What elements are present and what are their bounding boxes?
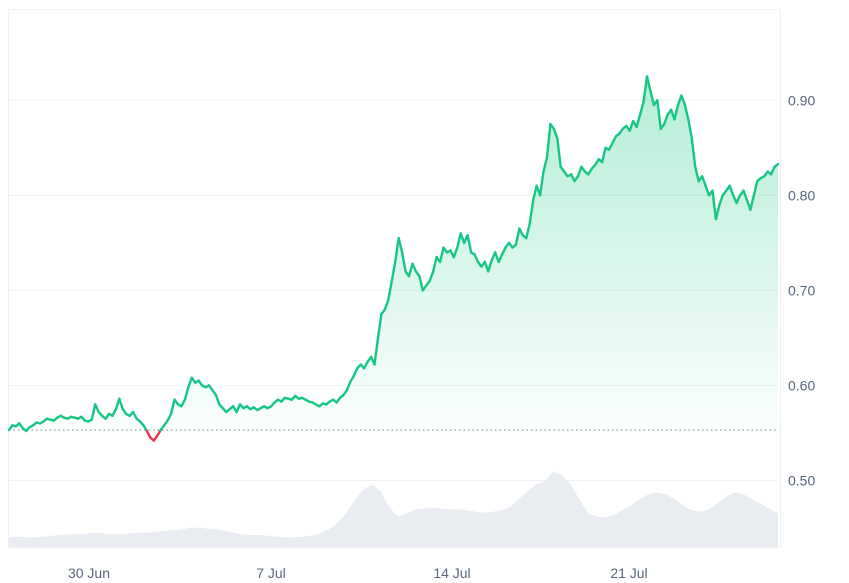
- price-line-segment: [728, 184, 735, 197]
- price-line-segment: [432, 255, 438, 273]
- price-line-segment: [607, 141, 614, 151]
- price-line-segment: [690, 137, 697, 169]
- price-line-segment: [645, 75, 652, 93]
- price-line-segment: [576, 165, 583, 178]
- price-line-segment: [525, 222, 531, 240]
- price-line-segment: [466, 234, 473, 254]
- price-line-segment: [438, 246, 445, 264]
- price-line-segment: [518, 227, 524, 237]
- price-line-segment: [373, 336, 380, 366]
- price-line-segment: [93, 403, 100, 414]
- price-line-segment: [700, 175, 707, 188]
- price-line-segment: [673, 103, 680, 121]
- price-line-segment: [473, 253, 480, 264]
- price-line-segment: [532, 184, 538, 202]
- volume-area: [9, 471, 778, 547]
- price-line-segment: [545, 122, 552, 159]
- price-line: [7, 75, 780, 442]
- price-line-segment: [638, 100, 645, 116]
- x-tick-label: 14 Jul: [433, 565, 470, 581]
- volume-area-shape: [9, 471, 778, 547]
- price-line-segment: [394, 236, 400, 264]
- price-line-segment: [407, 262, 414, 278]
- price-line-segment: [611, 135, 618, 145]
- price-line-segment: [214, 393, 221, 406]
- price-line-segment: [397, 236, 404, 254]
- price-line-segment: [694, 165, 700, 183]
- price-line-segment: [538, 170, 545, 197]
- price-line-segment: [390, 260, 397, 283]
- price-line-segment: [680, 94, 687, 107]
- price-line-segment: [773, 162, 780, 169]
- price-line-segment: [714, 203, 721, 221]
- price-line-segment: [428, 270, 435, 283]
- x-tick-label: 30 Jun: [68, 565, 110, 581]
- price-line-segment: [456, 232, 462, 249]
- price-line-segment: [683, 103, 690, 121]
- price-line-segment: [552, 127, 559, 140]
- price-line-segment: [628, 119, 635, 132]
- y-tick-label: 0.90: [788, 92, 815, 108]
- y-tick-label: 0.60: [788, 377, 815, 393]
- price-line-segment: [718, 194, 724, 207]
- price-line-segment: [769, 165, 776, 176]
- price-line-segment: [528, 198, 535, 226]
- price-line-segment: [411, 262, 418, 273]
- price-line-segment: [183, 386, 190, 401]
- price-line-segment: [383, 298, 390, 311]
- x-tick-label: 21 Jul: [610, 565, 647, 581]
- price-line-segment: [363, 360, 369, 370]
- price-line-segment: [166, 412, 173, 422]
- y-tick-label: 0.80: [788, 187, 815, 203]
- price-line-segment: [352, 367, 359, 378]
- price-line-segment: [711, 189, 718, 221]
- price-line-segment: [452, 246, 459, 259]
- price-line-segment: [742, 189, 749, 202]
- price-line-segment: [90, 403, 97, 421]
- price-line-segment: [180, 398, 187, 408]
- y-axis: 0.90 0.80 0.70 0.60 0.50: [788, 92, 815, 488]
- price-line-segment: [500, 246, 507, 256]
- price-line-segment: [131, 410, 138, 420]
- price-line-segment: [649, 89, 656, 107]
- price-line-segment: [735, 194, 742, 205]
- price-line-segment: [345, 380, 352, 392]
- price-line-segment: [111, 408, 118, 417]
- y-tick-label: 0.70: [788, 282, 815, 298]
- price-line-segment: [600, 146, 607, 164]
- y-tick-label: 0.50: [788, 472, 815, 488]
- x-tick-label: 7 Jul: [256, 565, 286, 581]
- price-line-segment: [556, 137, 562, 169]
- price-line-segment: [542, 156, 549, 173]
- price-line-segment: [235, 403, 242, 414]
- price-line-segment: [752, 179, 759, 197]
- price-line-segment: [487, 258, 493, 273]
- price-line-segment: [418, 274, 424, 292]
- price-line-segment: [635, 113, 642, 129]
- price-line-segment: [187, 376, 194, 389]
- price-line-segment: [514, 227, 521, 247]
- price-line-segment: [704, 184, 711, 197]
- area-fill-shape: [9, 76, 778, 431]
- price-line-segment: [387, 279, 393, 302]
- price-line-segment: [400, 251, 407, 273]
- price-line-segment: [642, 75, 649, 104]
- plot-frame: [8, 9, 781, 548]
- price-line-segment: [169, 398, 176, 416]
- price-line-segment: [118, 397, 125, 411]
- price-line-segment: [663, 113, 669, 126]
- price-line-segment: [497, 253, 504, 264]
- price-line-segment: [376, 312, 383, 340]
- price-line-segment: [687, 118, 693, 140]
- price-line-segment: [656, 99, 662, 131]
- price-area-fill: [9, 76, 778, 431]
- price-line-segment: [749, 194, 756, 211]
- x-axis: 30 Jun 7 Jul 14 Jul 21 Jul: [68, 565, 648, 581]
- price-line-segment: [145, 429, 152, 439]
